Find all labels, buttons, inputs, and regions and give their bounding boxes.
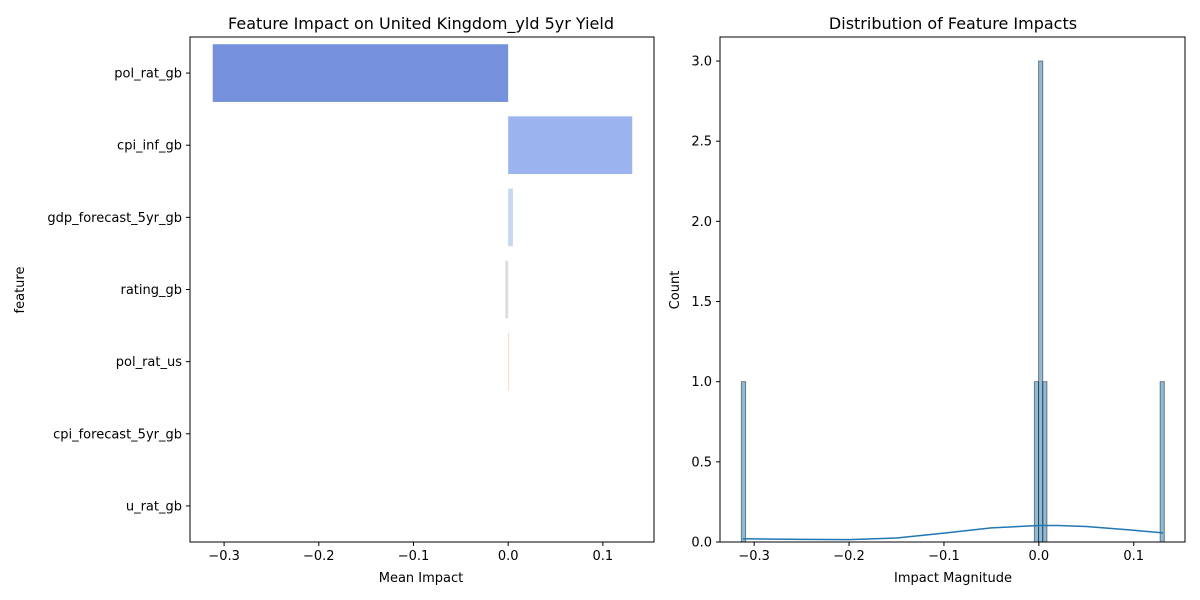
right-y-ticks: 0.0 0.5 1.0 1.5 2.0 2.5 3.0: [691, 55, 720, 551]
histogram-bars: [740, 60, 1165, 543]
left-y-ticks: pol_rat_gb cpi_inf_gb gdp_forecast_5yr_gbr…: [47, 67, 190, 514]
y-tick-label: gdp_forecast_5yr_gb: [47, 211, 182, 226]
right-x-ticks: −0.3 −0.2 −0.1 0.0 0.1: [738, 542, 1144, 564]
bar-pol_rat_us: [508, 332, 510, 391]
bar-gdp_forecast_5yr_gb: [508, 188, 513, 247]
y-tick-label: u_rat_gb: [126, 499, 182, 514]
bar-cpi_inf_gb: [508, 116, 633, 175]
y-tick-label: 1.0: [691, 375, 712, 390]
y-tick-label: cpi_inf_gb: [117, 139, 182, 154]
impact-distribution-chart: Distribution of Feature Impacts 0.0 0.5 1.…: [668, 14, 1186, 586]
x-tick-label: −0.1: [928, 549, 960, 564]
left-x-axis-label: Mean Impact: [379, 571, 464, 586]
histogram-bar: [740, 381, 747, 543]
x-tick-label: −0.2: [833, 549, 865, 564]
bar-rating_gb: [505, 260, 509, 319]
x-tick-label: 0.0: [498, 549, 519, 564]
right-chart-title: Distribution of Feature Impacts: [829, 14, 1077, 33]
kde-curve: [742, 524, 1164, 541]
y-tick-label: 3.0: [691, 55, 712, 70]
x-tick-label: −0.1: [398, 549, 430, 564]
left-bars: [212, 44, 633, 391]
y-tick-label: cpi_forecast_5yr_gb: [53, 427, 182, 442]
y-tick-label: rating_gb: [120, 283, 182, 298]
right-y-axis-label: Count: [668, 271, 683, 310]
left-axes-frame: [189, 36, 655, 543]
y-tick-label: 0.0: [691, 536, 712, 551]
y-tick-label: 0.5: [691, 455, 712, 470]
y-tick-label: 2.0: [691, 215, 712, 230]
left-chart-title: Feature Impact on United Kingdom_yld 5yr…: [228, 14, 614, 34]
bar-pol_rat_gb: [212, 44, 509, 102]
histogram-bar: [1042, 381, 1048, 543]
x-tick-label: −0.3: [208, 549, 240, 564]
y-tick-label: pol_rat_us: [116, 355, 182, 370]
left-x-ticks: −0.3 −0.2 −0.1 0.0 0.1: [208, 542, 613, 564]
y-tick-label: 2.5: [691, 135, 712, 150]
histogram-bar: [1033, 381, 1040, 543]
left-y-axis-label: feature: [13, 267, 28, 314]
histogram-bar: [1038, 60, 1044, 543]
x-tick-label: 0.0: [1029, 549, 1050, 564]
x-tick-label: 0.1: [1123, 549, 1144, 564]
right-axes-frame: [719, 36, 1186, 543]
y-tick-label: pol_rat_gb: [114, 67, 182, 82]
x-tick-label: 0.1: [593, 549, 614, 564]
histogram-bar: [1159, 381, 1165, 543]
feature-impact-chart: Feature Impact on United Kingdom_yld 5yr…: [13, 14, 655, 586]
right-x-axis-label: Impact Magnitude: [894, 571, 1012, 586]
x-tick-label: −0.3: [738, 549, 770, 564]
x-tick-label: −0.2: [303, 549, 335, 564]
y-tick-label: 1.5: [691, 295, 712, 310]
